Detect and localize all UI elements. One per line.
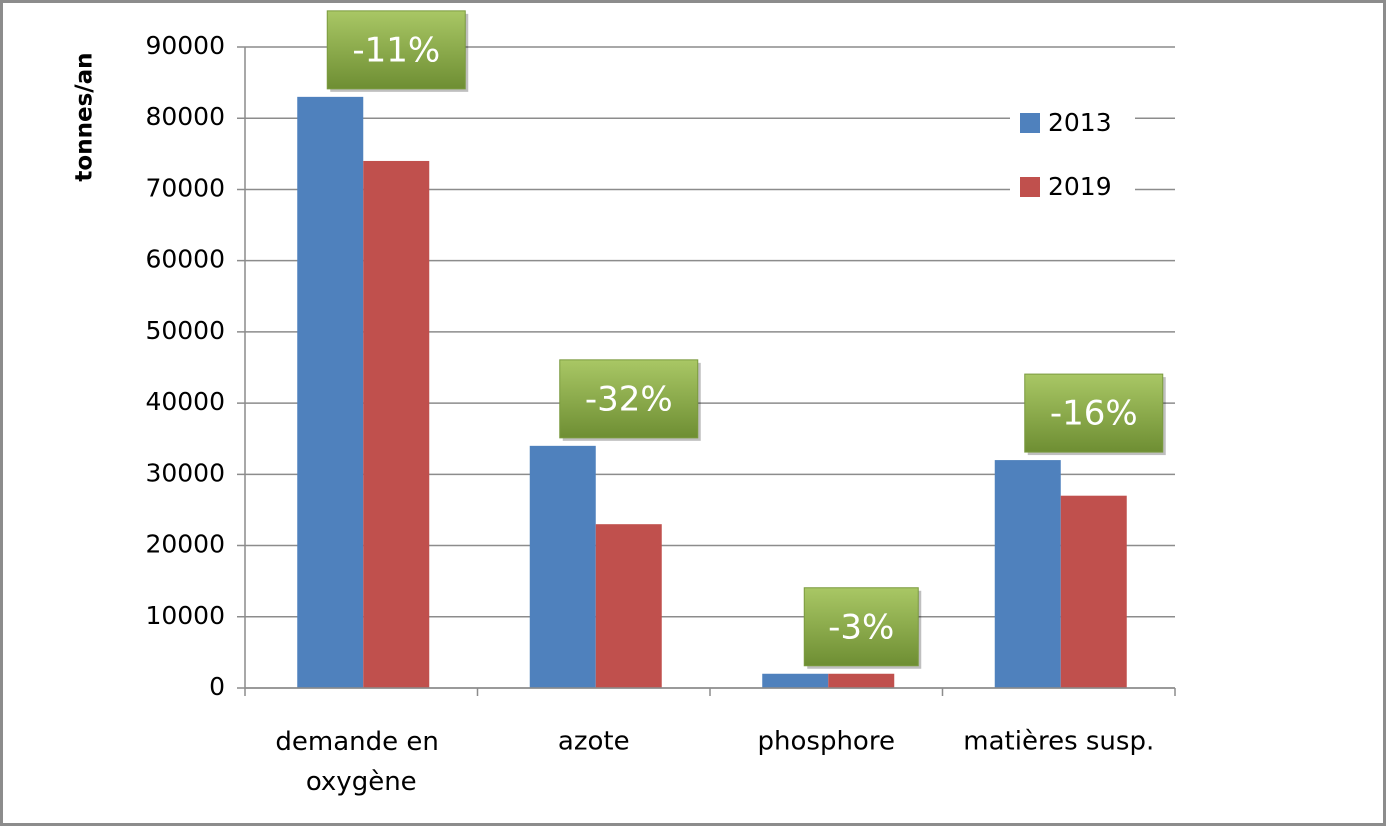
bar — [595, 524, 662, 688]
bar — [1060, 495, 1127, 688]
y-tick-label: 80000 — [145, 102, 225, 131]
x-tick-label: matières susp. — [963, 727, 1154, 757]
x-tick-label: azote — [558, 727, 630, 757]
bar — [828, 673, 895, 688]
y-tick-label: 50000 — [145, 316, 225, 345]
annotation: -11% — [352, 30, 440, 70]
bar — [994, 460, 1061, 688]
x-tick-label: demande en oxygène — [275, 727, 447, 797]
annotation-box — [559, 359, 699, 439]
y-tick-label: 90000 — [145, 31, 225, 60]
bar — [363, 160, 430, 688]
annotation-box — [326, 10, 466, 90]
y-tick-label: 30000 — [145, 458, 225, 487]
legend-label: 2013 — [1048, 108, 1112, 137]
bar — [297, 96, 364, 689]
y-tick-label: 70000 — [145, 173, 225, 202]
bar — [529, 445, 596, 688]
y-tick-label: 0 — [209, 672, 225, 701]
y-tick-label: 10000 — [145, 601, 225, 630]
x-tick-label: phosphore — [758, 727, 895, 757]
legend-label: 2019 — [1048, 172, 1112, 201]
annotation-box — [1024, 373, 1164, 453]
annotation: -16% — [1050, 394, 1138, 434]
y-tick-label: 60000 — [145, 245, 225, 274]
y-tick-label: 20000 — [145, 530, 225, 559]
bar — [762, 673, 829, 688]
annotation: -32% — [585, 379, 673, 419]
y-axis-label: tonnes/an — [72, 52, 98, 181]
y-tick-label: 40000 — [145, 387, 225, 416]
annotation: -3% — [828, 607, 894, 647]
legend-swatch — [1020, 113, 1040, 133]
annotation-box — [803, 587, 919, 667]
legend-swatch — [1020, 177, 1040, 197]
